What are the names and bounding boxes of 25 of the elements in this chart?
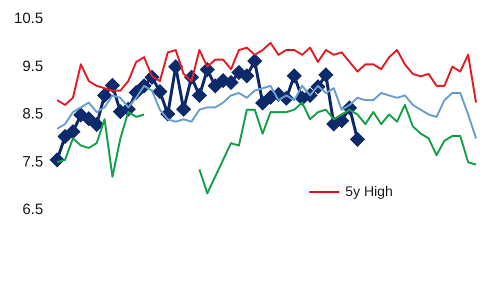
point [240, 68, 254, 83]
legend-label: 5y High [345, 182, 393, 199]
point [350, 132, 364, 146]
point [58, 129, 72, 144]
point [248, 54, 262, 68]
point [98, 88, 112, 102]
point [318, 68, 333, 82]
y-tick-label: 8.5 [22, 106, 44, 123]
point [82, 112, 96, 126]
point [192, 88, 206, 102]
y-tick-label: 10.5 [14, 10, 44, 28]
point [256, 96, 270, 110]
point [105, 78, 120, 92]
point [287, 68, 302, 83]
y-tick-label: 6.5 [22, 201, 44, 218]
point [152, 84, 167, 99]
point [66, 124, 80, 139]
point [208, 78, 222, 93]
point [224, 76, 238, 90]
point [334, 114, 349, 128]
point [90, 118, 104, 132]
y-tick-label: 9.5 [22, 58, 44, 75]
y-tick-label: 7.5 [22, 153, 44, 170]
point [168, 60, 183, 74]
point [176, 102, 191, 116]
